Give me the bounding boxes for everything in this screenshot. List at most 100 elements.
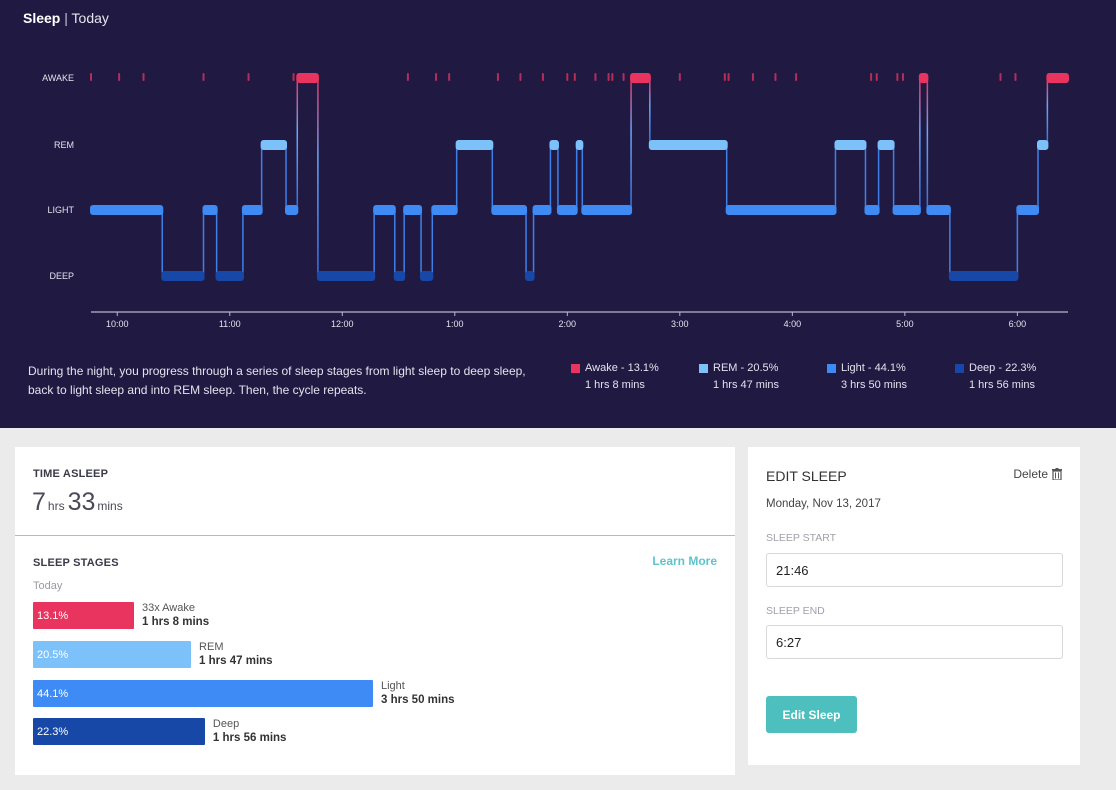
brief-awakening-tick (541, 73, 544, 81)
sleep-stages-description: During the night, you progress through a… (28, 364, 526, 397)
stage-bar-label: 33x Awake 1 hrs 8 mins (142, 601, 209, 629)
sleep-date: Monday, Nov 13, 2017 (766, 498, 881, 510)
x-tick-label: 11:00 (219, 319, 241, 329)
legend-item-rem: REM - 20.5% 1 hrs 47 mins (699, 362, 779, 391)
stage-bar-light: 44.1% (33, 680, 373, 707)
stage-bar-awake: 13.1% (33, 602, 134, 629)
brief-awakening-tick (622, 73, 625, 81)
segment-awake (630, 73, 651, 83)
legend-item-deep: Deep - 22.3% 1 hrs 56 mins (955, 362, 1036, 391)
segment-rem (549, 140, 559, 150)
stage-transition (420, 209, 422, 279)
brief-awakening-tick (1014, 73, 1017, 81)
brief-awakening-tick (435, 73, 438, 81)
brief-awakening-tick (202, 73, 205, 81)
sleep-end-input[interactable] (766, 625, 1063, 659)
stage-transition (1037, 144, 1039, 213)
deep-swatch (955, 363, 964, 373)
stage-bar-label: Light 3 hrs 50 mins (381, 679, 455, 707)
stage-transition (491, 144, 494, 213)
stage-transition (242, 209, 244, 279)
page-title: Sleep | Today (23, 10, 109, 26)
stage-transition (1016, 209, 1019, 279)
brief-awakening-tick (727, 73, 730, 81)
legend-item-light: Light - 44.1% 3 hrs 50 mins (827, 362, 907, 391)
x-tick-label: 2:00 (559, 319, 577, 329)
divider (15, 535, 735, 536)
edit-sleep-card: EDIT SLEEP Delete Monday, Nov 13, 2017 S… (748, 447, 1080, 765)
stage-transition (202, 209, 205, 279)
brief-awakening-tick (292, 73, 295, 81)
segment-deep (420, 271, 434, 281)
trash-icon (1052, 468, 1062, 480)
segment-light (864, 205, 880, 215)
stage-transition (260, 144, 263, 213)
stage-bar-rem: 20.5% (33, 641, 192, 668)
y-label-light: LIGHT (47, 205, 74, 215)
segment-deep (948, 271, 1019, 281)
stage-bar-percent: 22.3% (37, 726, 69, 738)
brief-awakening-tick (774, 73, 777, 81)
segment-deep (215, 271, 244, 281)
segment-rem (877, 140, 895, 150)
x-tick-label: 1:00 (446, 319, 464, 329)
x-tick-label: 4:00 (784, 319, 802, 329)
segment-awake (296, 73, 319, 83)
stage-transition (649, 77, 651, 148)
stage-transition (864, 144, 867, 213)
stage-duration: 1 hrs 56 mins (212, 732, 287, 744)
segment-deep (393, 271, 406, 281)
segment-light (241, 205, 263, 215)
segment-light (1016, 205, 1039, 215)
x-tick-label: 10:00 (106, 319, 129, 329)
learn-more-link[interactable]: Learn More (652, 554, 717, 568)
stage-transition (161, 209, 164, 279)
brief-awakening-tick (870, 73, 873, 81)
brief-awakening-tick (90, 73, 92, 81)
segment-light (431, 205, 458, 215)
sleep-end-label: SLEEP END (766, 605, 825, 617)
stage-bar-label: Deep 1 hrs 56 mins (213, 717, 287, 745)
delete-button[interactable]: Delete (1013, 467, 1062, 481)
stage-transition (575, 144, 578, 213)
awake-swatch (571, 363, 580, 373)
segment-light (892, 205, 921, 215)
stage-name: Deep (212, 718, 240, 730)
y-label-rem: REM (54, 140, 74, 150)
segment-light (556, 205, 578, 215)
stage-transition (919, 77, 921, 213)
stage-duration: 3 hrs 50 mins (381, 694, 455, 706)
edit-sleep-button[interactable]: Edit Sleep (766, 696, 857, 733)
stage-name: 33x Awake (141, 602, 195, 614)
y-label-deep: DEEP (49, 271, 74, 281)
brief-awakening-tick (519, 73, 522, 81)
stage-transition (1046, 77, 1049, 148)
sleep-start-input[interactable] (766, 553, 1063, 587)
stage-transition (296, 77, 299, 213)
segment-rem (834, 140, 867, 150)
stage-transition (373, 209, 375, 279)
stage-duration: 1 hrs 8 mins (141, 616, 210, 628)
stage-transition (285, 144, 287, 213)
stage-name: REM (199, 641, 224, 653)
rem-swatch (699, 363, 708, 373)
segment-rem (260, 140, 288, 150)
sleep-stages-label: SLEEP STAGES (33, 557, 119, 569)
segment-light (491, 205, 528, 215)
stage-transition (834, 144, 837, 213)
brief-awakening-tick (723, 73, 726, 81)
stage-transition (317, 77, 319, 279)
x-tick-label: 12:00 (331, 319, 354, 329)
stage-transition (549, 144, 552, 213)
segment-rem (648, 140, 728, 150)
stage-transition (581, 144, 584, 213)
stage-transition (431, 209, 434, 279)
stage-bar-deep: 22.3% (33, 718, 205, 745)
time-asleep-label: TIME ASLEEP (33, 468, 109, 480)
stage-transition (949, 209, 951, 279)
sleep-summary-card: TIME ASLEEP 7 hrs 33 mins SLEEP STAGES Toda… (15, 447, 735, 775)
stage-transition (630, 77, 632, 213)
stage-transition (403, 209, 405, 279)
stage-transition (455, 144, 458, 213)
stage-transition (525, 209, 527, 279)
